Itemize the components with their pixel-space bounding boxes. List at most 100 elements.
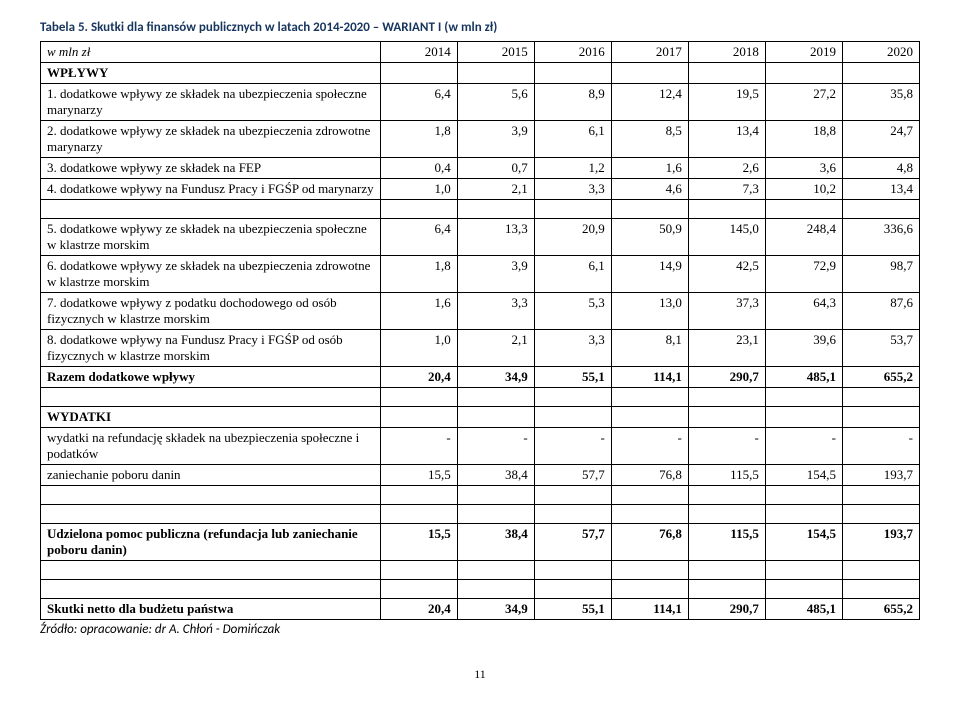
cell: 145,0: [688, 219, 765, 256]
skutki-row: Skutki netto dla budżetu państwa 20,4 34…: [41, 599, 920, 620]
cell: 290,7: [688, 599, 765, 620]
cell: -: [842, 428, 919, 465]
cell: 20,4: [380, 367, 457, 388]
cell: 485,1: [765, 367, 842, 388]
cell: 87,6: [842, 293, 919, 330]
cell: 1,6: [611, 158, 688, 179]
cell: -: [380, 428, 457, 465]
cell: 13,4: [688, 121, 765, 158]
spacer-row: [41, 200, 920, 219]
cell: 655,2: [842, 367, 919, 388]
header-year: 2017: [611, 42, 688, 63]
cell: 55,1: [534, 599, 611, 620]
page-number: 11: [40, 667, 920, 682]
table-row: 1. dodatkowe wpływy ze składek na ubezpi…: [41, 84, 920, 121]
cell: 2,1: [457, 330, 534, 367]
cell: 42,5: [688, 256, 765, 293]
cell: 4,8: [842, 158, 919, 179]
cell: 53,7: [842, 330, 919, 367]
cell: 3,9: [457, 256, 534, 293]
cell: 193,7: [842, 465, 919, 486]
cell: 35,8: [842, 84, 919, 121]
table-row: 5. dodatkowe wpływy ze składek na ubezpi…: [41, 219, 920, 256]
cell: 8,9: [534, 84, 611, 121]
cell: 20,4: [380, 599, 457, 620]
cell: 3,6: [765, 158, 842, 179]
cell: 336,6: [842, 219, 919, 256]
cell: 15,5: [380, 465, 457, 486]
cell: 485,1: [765, 599, 842, 620]
cell: -: [534, 428, 611, 465]
cell: 3,9: [457, 121, 534, 158]
row-label: 8. dodatkowe wpływy na Fundusz Pracy i F…: [41, 330, 381, 367]
table-row: 7. dodatkowe wpływy z podatku dochodoweg…: [41, 293, 920, 330]
cell: 8,1: [611, 330, 688, 367]
cell: 12,4: [611, 84, 688, 121]
pomoc-label: Udzielona pomoc publiczna (refundacja lu…: [41, 524, 381, 561]
row-label: 7. dodatkowe wpływy z podatku dochodoweg…: [41, 293, 381, 330]
cell: 115,5: [688, 465, 765, 486]
cell: 0,4: [380, 158, 457, 179]
cell: 1,0: [380, 330, 457, 367]
header-year: 2016: [534, 42, 611, 63]
cell: 13,3: [457, 219, 534, 256]
cell: 114,1: [611, 367, 688, 388]
header-year: 2015: [457, 42, 534, 63]
cell: 13,0: [611, 293, 688, 330]
cell: 57,7: [534, 465, 611, 486]
cell: 154,5: [765, 524, 842, 561]
cell: 38,4: [457, 524, 534, 561]
table-row: 4. dodatkowe wpływy na Fundusz Pracy i F…: [41, 179, 920, 200]
table-caption: Tabela 5. Skutki dla finansów publicznyc…: [40, 20, 920, 35]
cell: 115,5: [688, 524, 765, 561]
cell: 1,0: [380, 179, 457, 200]
spacer-row: [41, 486, 920, 505]
cell: 0,7: [457, 158, 534, 179]
cell: -: [457, 428, 534, 465]
cell: 76,8: [611, 524, 688, 561]
cell: 7,3: [688, 179, 765, 200]
cell: 27,2: [765, 84, 842, 121]
cell: 10,2: [765, 179, 842, 200]
cell: 290,7: [688, 367, 765, 388]
cell: 4,6: [611, 179, 688, 200]
cell: -: [765, 428, 842, 465]
cell: 3,3: [457, 293, 534, 330]
skutki-label: Skutki netto dla budżetu państwa: [41, 599, 381, 620]
table-row: 3. dodatkowe wpływy ze składek na FEP 0,…: [41, 158, 920, 179]
cell: 248,4: [765, 219, 842, 256]
cell: 193,7: [842, 524, 919, 561]
cell: 6,1: [534, 256, 611, 293]
header-label: w mln zł: [41, 42, 381, 63]
cell: 34,9: [457, 367, 534, 388]
wydatki-title: WYDATKI: [41, 407, 381, 428]
cell: 39,6: [765, 330, 842, 367]
row-label: 1. dodatkowe wpływy ze składek na ubezpi…: [41, 84, 381, 121]
cell: 57,7: [534, 524, 611, 561]
table-row: zaniechanie poboru danin 15,5 38,4 57,7 …: [41, 465, 920, 486]
spacer-row: [41, 388, 920, 407]
pomoc-row: Udzielona pomoc publiczna (refundacja lu…: [41, 524, 920, 561]
row-label: wydatki na refundację składek na ubezpie…: [41, 428, 381, 465]
row-label: 6. dodatkowe wpływy ze składek na ubezpi…: [41, 256, 381, 293]
row-label: 3. dodatkowe wpływy ze składek na FEP: [41, 158, 381, 179]
wplywy-title: WPŁYWY: [41, 63, 381, 84]
cell: 50,9: [611, 219, 688, 256]
cell: 37,3: [688, 293, 765, 330]
table-row: 6. dodatkowe wpływy ze składek na ubezpi…: [41, 256, 920, 293]
table-row: wydatki na refundację składek na ubezpie…: [41, 428, 920, 465]
cell: 114,1: [611, 599, 688, 620]
cell: 38,4: [457, 465, 534, 486]
table-row: 8. dodatkowe wpływy na Fundusz Pracy i F…: [41, 330, 920, 367]
cell: 76,8: [611, 465, 688, 486]
cell: 24,7: [842, 121, 919, 158]
row-label: zaniechanie poboru danin: [41, 465, 381, 486]
cell: 1,8: [380, 121, 457, 158]
spacer-row: [41, 561, 920, 580]
cell: 72,9: [765, 256, 842, 293]
header-year: 2014: [380, 42, 457, 63]
spacer-row: [41, 580, 920, 599]
cell: 15,5: [380, 524, 457, 561]
spacer-row: [41, 505, 920, 524]
finance-table: w mln zł 2014 2015 2016 2017 2018 2019 2…: [40, 41, 920, 620]
